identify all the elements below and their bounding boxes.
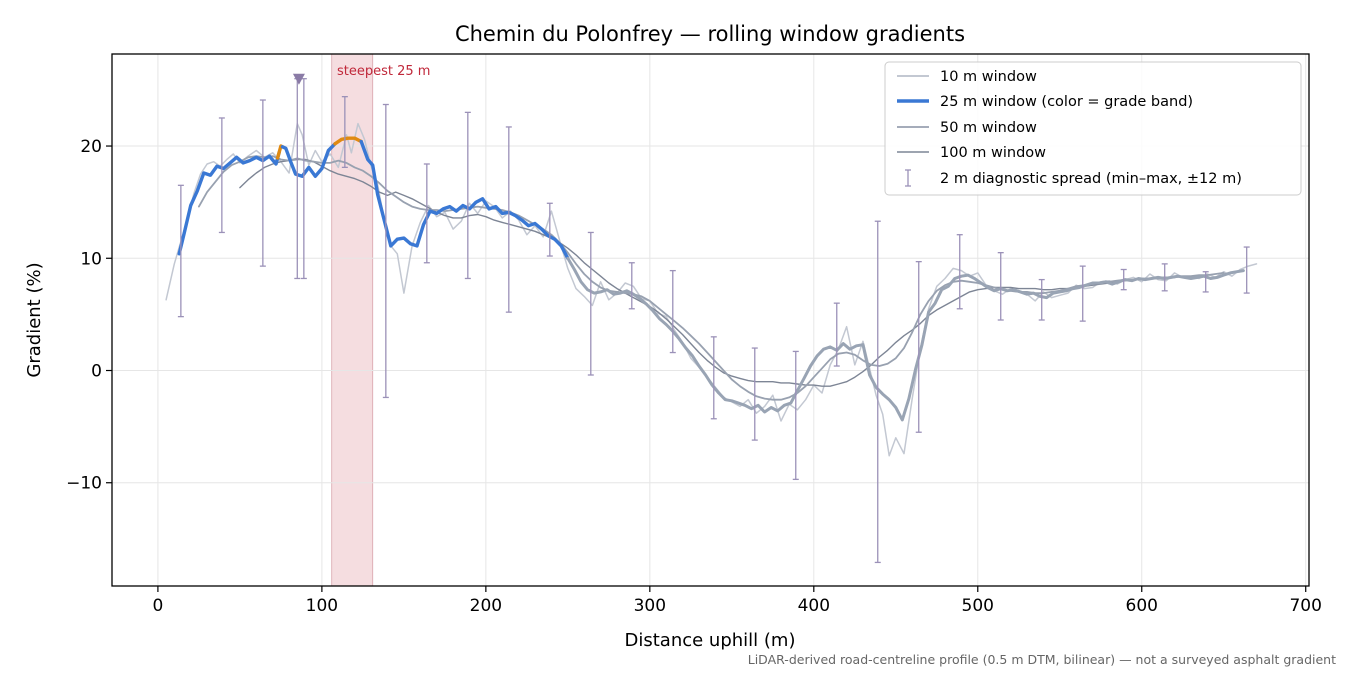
errorbar: [423, 163, 430, 264]
errorbar: [218, 117, 225, 234]
x-tick-label: 0: [152, 596, 163, 616]
errorbar: [546, 202, 553, 257]
x-axis-title: Distance uphill (m): [625, 630, 796, 651]
x-tick-label: 300: [634, 596, 666, 616]
errorbar: [341, 95, 348, 169]
errorbar: [997, 252, 1004, 321]
legend-swatch-errorbar: [905, 169, 911, 187]
series-layer: [165, 122, 1258, 457]
errorbar: [915, 260, 922, 433]
errorbar: [710, 336, 717, 420]
legend-label-w25: 25 m window (color = grade band): [940, 94, 1193, 110]
legend-label-errorbar: 2 m diagnostic spread (min–max, ±12 m): [940, 171, 1242, 187]
errorbar: [177, 184, 184, 318]
errorbar: [1079, 265, 1086, 322]
steep-band-layer: [331, 54, 374, 586]
series-line-w25-steep: [177, 150, 281, 256]
errorbar: [792, 350, 799, 481]
x-tick-label: 400: [798, 596, 830, 616]
legend: 10 m window 25 m window (color = grade b…: [884, 61, 1302, 196]
x-tick-label: 200: [470, 596, 502, 616]
legend-label-w50: 50 m window: [940, 120, 1037, 136]
marker-layer: [292, 73, 305, 85]
errorbar: [464, 111, 471, 280]
y-axis-title: Gradient (%): [24, 262, 45, 377]
steepest-annotation: steepest 25 m: [337, 64, 430, 79]
errorbar: [833, 302, 840, 367]
errorbar: [1161, 263, 1168, 292]
series-line-w100: [239, 158, 1176, 387]
errorbar: [1202, 271, 1209, 293]
footnote: LiDAR-derived road-centreline profile (0…: [748, 652, 1336, 667]
series-line-w25-moderate: [566, 256, 1245, 422]
errorbar: [669, 269, 676, 354]
x-tick-label: 600: [1126, 596, 1158, 616]
y-tick-label: 10: [80, 249, 102, 269]
x-tick-label: 700: [1289, 596, 1321, 616]
errorbar: [628, 262, 635, 310]
steepest-marker: [292, 73, 305, 85]
legend-box: [884, 61, 1302, 196]
tick-layer: 0 100 200 300 400 500 600 700 −10 0 10 20: [66, 137, 1322, 616]
legend-label-w10: 10 m window: [940, 69, 1037, 85]
errorbar: [1243, 246, 1250, 294]
errorbar-layer: [177, 78, 1250, 564]
errorbar: [751, 347, 758, 441]
y-tick-label: 0: [91, 362, 102, 382]
x-tick-label: 500: [962, 596, 994, 616]
chart-title: Chemin du Polonfrey — rolling window gra…: [455, 22, 965, 46]
errorbar: [956, 234, 963, 310]
errorbar: [505, 126, 512, 313]
errorbar: [874, 220, 881, 564]
series-line-w25-steep: [280, 142, 337, 178]
steepest-band: [331, 54, 373, 586]
x-tick-label: 100: [306, 596, 338, 616]
errorbar: [1038, 278, 1045, 321]
errorbar: [1120, 268, 1127, 291]
errorbar: [259, 99, 266, 267]
plot-frame: [111, 53, 1310, 587]
legend-label-w100: 100 m window: [940, 145, 1046, 161]
errorbar: [587, 231, 594, 376]
series-line-w10: [165, 122, 1258, 457]
errorbar: [382, 103, 389, 399]
y-tick-label: 20: [80, 137, 102, 157]
series-line-w25-orange: [333, 136, 363, 146]
y-tick-label: −10: [66, 474, 102, 494]
series-line-w25-steep: [359, 139, 570, 260]
